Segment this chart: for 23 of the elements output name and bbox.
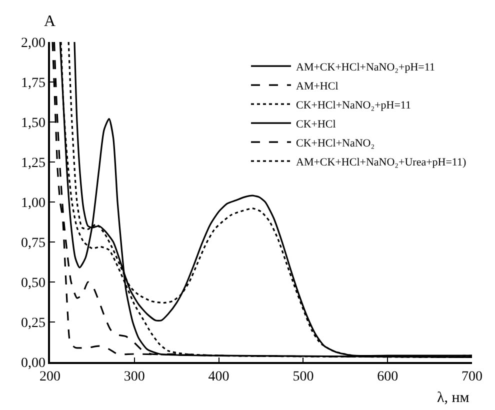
- y-tick-label: 1,25: [20, 156, 46, 171]
- legend-label: AM+HCl: [296, 80, 338, 92]
- x-tick-label: 300: [124, 370, 145, 385]
- y-tick-label: 0,50: [20, 276, 46, 291]
- x-tick-label: 500: [292, 370, 314, 385]
- y-tick-label: 2,00: [20, 36, 46, 51]
- x-tick-label: 600: [377, 370, 398, 385]
- y-axis-title: A: [44, 13, 56, 30]
- x-axis-title: λ, нм: [437, 390, 470, 406]
- legend-label: CK+HCl+NaNO₂: [296, 137, 375, 150]
- legend-label: AM+CK+HCl+NaNO₂+Urea+pH=11): [296, 156, 467, 168]
- y-tick-label: 0,25: [20, 316, 46, 331]
- legend-label: AM+CK+HCl+NaNO₂+pH=11: [296, 61, 435, 74]
- y-tick-label: 1,75: [20, 76, 46, 91]
- legend-label: CK+HCl: [296, 118, 336, 130]
- y-tick-label: 1,00: [20, 196, 46, 211]
- y-tick-label: 0,00: [20, 356, 46, 371]
- x-tick-label: 400: [208, 370, 230, 385]
- x-tick-label: 200: [40, 370, 60, 385]
- y-tick-label: 1,50: [20, 116, 46, 131]
- y-tick-label: 0,75: [20, 236, 46, 251]
- legend-label: CK+HCl+NaNO₂+pH=11: [296, 99, 412, 112]
- x-tick-label: 700: [462, 370, 482, 385]
